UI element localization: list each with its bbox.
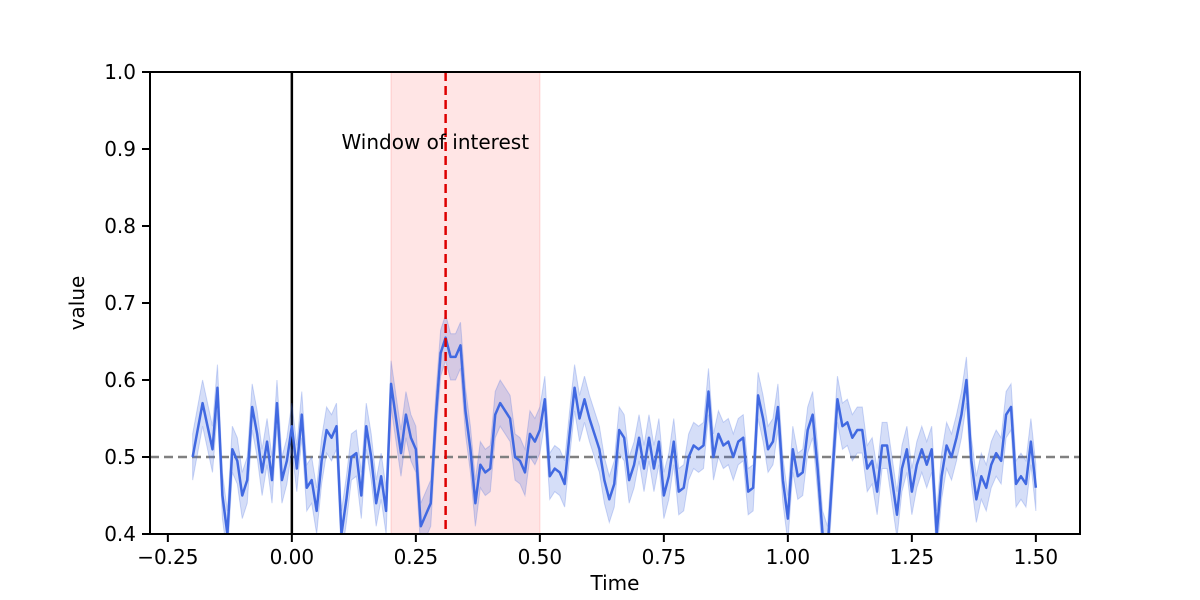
y-tick-label: 0.9 bbox=[104, 137, 136, 161]
x-axis-label: Time bbox=[590, 571, 640, 595]
axes: −0.25 0.00 0.25 0.50 0.75 1.00 1.25 1.50 0.4 0.5 0… bbox=[104, 60, 1081, 569]
confidence-band bbox=[192, 312, 1037, 534]
x-tick-label: 1.25 bbox=[890, 545, 935, 569]
data-line bbox=[191, 336, 1038, 534]
x-tick-label: 1.00 bbox=[766, 545, 811, 569]
annotation: Window of interest bbox=[341, 130, 529, 154]
y-axis-label: value bbox=[65, 276, 89, 331]
y-tick-label: 0.7 bbox=[104, 291, 136, 315]
y-tick-label: 0.8 bbox=[104, 214, 136, 238]
y-tick-label: 0.5 bbox=[104, 445, 136, 469]
x-tick-label: 0.00 bbox=[270, 545, 315, 569]
x-tick-label: 1.50 bbox=[1014, 545, 1059, 569]
x-tick-label: 0.75 bbox=[642, 545, 687, 569]
plot-area bbox=[150, 72, 1080, 534]
x-tick-label: 0.50 bbox=[518, 545, 563, 569]
y-tick-label: 0.4 bbox=[104, 522, 136, 546]
y-tick-label: 1.0 bbox=[104, 60, 136, 84]
x-tick-label: −0.25 bbox=[137, 545, 198, 569]
x-tick-label: 0.25 bbox=[394, 545, 439, 569]
y-tick-label: 0.6 bbox=[104, 368, 136, 392]
